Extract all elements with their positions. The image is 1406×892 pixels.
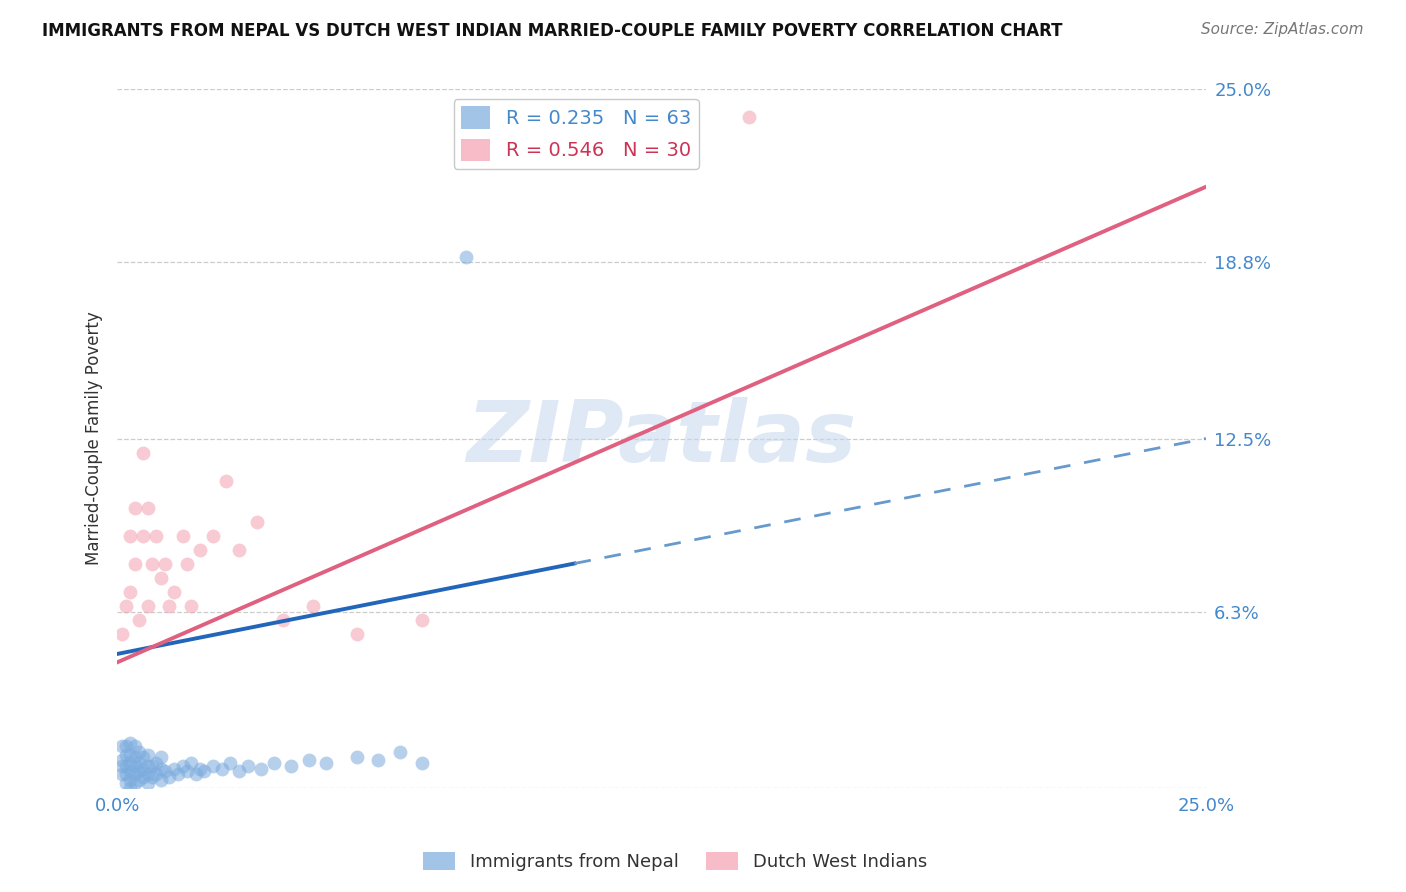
- Point: [136, 599, 159, 614]
- Point: [454, 250, 477, 264]
- Point: [110, 739, 132, 754]
- Point: [188, 762, 211, 776]
- Point: [115, 775, 138, 789]
- Point: [245, 516, 267, 530]
- Point: [180, 756, 202, 770]
- Point: [211, 762, 233, 776]
- Point: [188, 543, 211, 558]
- Point: [411, 614, 433, 628]
- Point: [228, 543, 250, 558]
- Point: [236, 759, 259, 773]
- Point: [176, 558, 198, 572]
- Point: [228, 764, 250, 779]
- Point: [132, 529, 155, 543]
- Point: [215, 474, 238, 488]
- Point: [120, 585, 142, 599]
- Point: [145, 756, 167, 770]
- Point: [128, 745, 150, 759]
- Legend: Immigrants from Nepal, Dutch West Indians: Immigrants from Nepal, Dutch West Indian…: [416, 846, 934, 879]
- Text: Source: ZipAtlas.com: Source: ZipAtlas.com: [1201, 22, 1364, 37]
- Point: [159, 770, 181, 784]
- Point: [136, 501, 159, 516]
- Point: [149, 772, 172, 787]
- Point: [136, 775, 159, 789]
- Point: [193, 764, 215, 779]
- Point: [302, 599, 325, 614]
- Point: [110, 627, 132, 641]
- Point: [149, 750, 172, 764]
- Point: [120, 772, 142, 787]
- Point: [141, 759, 163, 773]
- Point: [124, 558, 146, 572]
- Point: [411, 756, 433, 770]
- Point: [120, 529, 142, 543]
- Text: ZIPatlas: ZIPatlas: [467, 397, 856, 480]
- Point: [124, 501, 146, 516]
- Point: [132, 770, 155, 784]
- Point: [120, 764, 142, 779]
- Point: [298, 753, 321, 767]
- Point: [115, 599, 138, 614]
- Legend: R = 0.235   N = 63, R = 0.546   N = 30: R = 0.235 N = 63, R = 0.546 N = 30: [454, 99, 699, 169]
- Point: [153, 764, 176, 779]
- Point: [163, 762, 186, 776]
- Point: [136, 759, 159, 773]
- Point: [136, 767, 159, 781]
- Point: [315, 756, 337, 770]
- Point: [280, 759, 302, 773]
- Point: [346, 627, 368, 641]
- Text: IMMIGRANTS FROM NEPAL VS DUTCH WEST INDIAN MARRIED-COUPLE FAMILY POVERTY CORRELA: IMMIGRANTS FROM NEPAL VS DUTCH WEST INDI…: [42, 22, 1063, 40]
- Point: [159, 599, 181, 614]
- Point: [145, 767, 167, 781]
- Point: [153, 558, 176, 572]
- Point: [120, 736, 142, 750]
- Point: [163, 585, 186, 599]
- Point: [737, 110, 759, 124]
- Point: [120, 756, 142, 770]
- Point: [141, 770, 163, 784]
- Point: [250, 762, 273, 776]
- Point: [271, 614, 294, 628]
- Point: [132, 762, 155, 776]
- Point: [128, 756, 150, 770]
- Point: [176, 764, 198, 779]
- Point: [172, 529, 194, 543]
- Point: [115, 767, 138, 781]
- Point: [389, 745, 412, 759]
- Point: [367, 753, 389, 767]
- Point: [132, 750, 155, 764]
- Point: [124, 759, 146, 773]
- Point: [128, 614, 150, 628]
- Point: [172, 759, 194, 773]
- Point: [110, 753, 132, 767]
- Point: [346, 750, 368, 764]
- Point: [115, 759, 138, 773]
- Point: [115, 739, 138, 754]
- Point: [263, 756, 285, 770]
- Point: [120, 747, 142, 762]
- Point: [124, 750, 146, 764]
- Point: [124, 775, 146, 789]
- Point: [201, 759, 224, 773]
- Point: [132, 445, 155, 459]
- Point: [124, 767, 146, 781]
- Point: [149, 571, 172, 585]
- Point: [128, 764, 150, 779]
- Point: [167, 767, 190, 781]
- Point: [141, 558, 163, 572]
- Point: [120, 781, 142, 796]
- Point: [110, 767, 132, 781]
- Point: [184, 767, 207, 781]
- Point: [219, 756, 242, 770]
- Point: [115, 747, 138, 762]
- Point: [201, 529, 224, 543]
- Point: [124, 739, 146, 754]
- Point: [149, 762, 172, 776]
- Point: [128, 772, 150, 787]
- Point: [180, 599, 202, 614]
- Y-axis label: Married-Couple Family Poverty: Married-Couple Family Poverty: [86, 311, 103, 566]
- Point: [145, 529, 167, 543]
- Point: [136, 747, 159, 762]
- Point: [110, 759, 132, 773]
